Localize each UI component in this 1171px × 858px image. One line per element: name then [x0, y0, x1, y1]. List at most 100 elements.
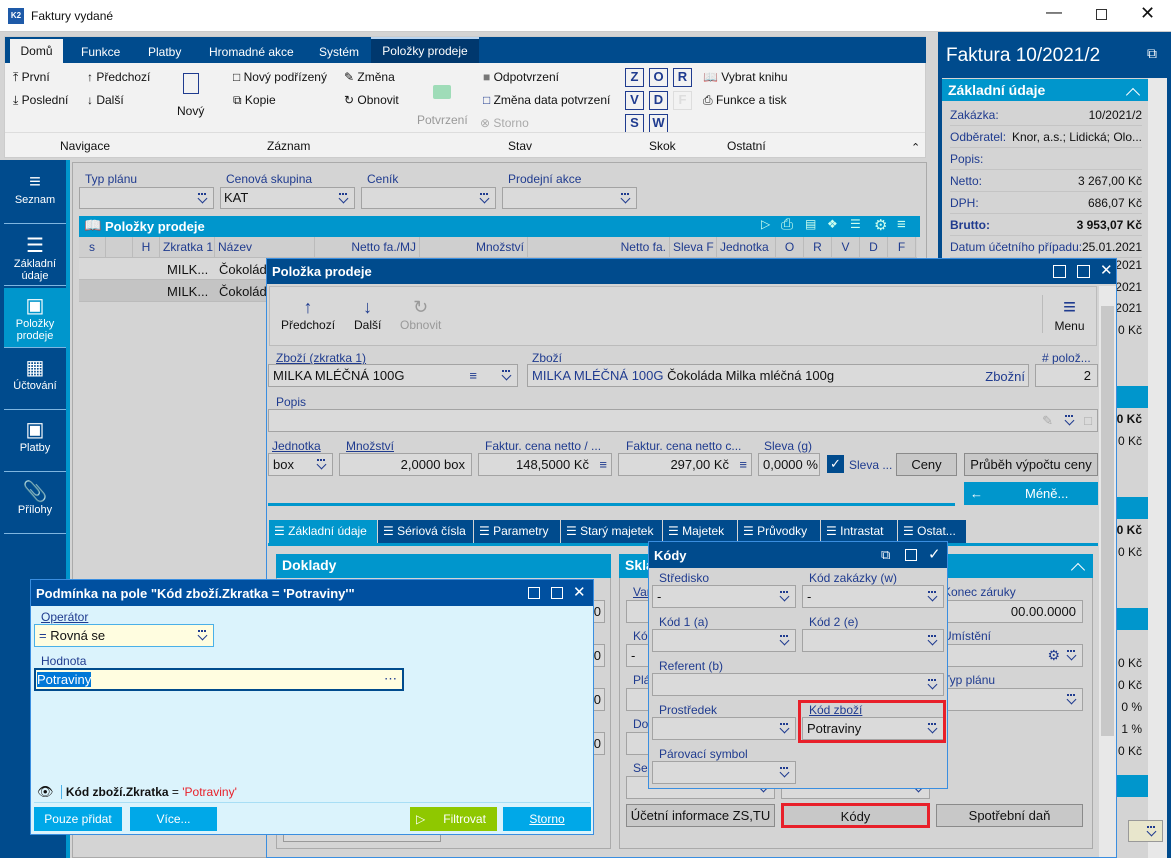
dropdown-icon[interactable]: [500, 370, 512, 382]
tab-5[interactable]: ☰ Průvodky: [738, 520, 820, 543]
typ-planu-input[interactable]: [936, 688, 1083, 711]
tab-7[interactable]: ☰ Ostat...: [898, 520, 966, 543]
dropdown-icon[interactable]: [778, 767, 790, 779]
next-record-button[interactable]: ↓ Další: [354, 297, 381, 332]
column-header[interactable]: Netto fa.: [528, 237, 670, 258]
kody-button[interactable]: Kódy: [781, 803, 930, 828]
column-header[interactable]: Množství: [420, 237, 528, 258]
dropdown-field[interactable]: [1128, 820, 1163, 842]
tab-funkce[interactable]: Funkce: [81, 45, 121, 59]
dropdown-icon[interactable]: [778, 723, 790, 735]
kody-field-input[interactable]: -: [802, 585, 944, 608]
dropdown-icon[interactable]: [926, 723, 938, 735]
dropdown-icon[interactable]: [1065, 694, 1077, 706]
dropdown-icon[interactable]: [778, 591, 790, 603]
sleva-checkbox[interactable]: ✓: [827, 455, 844, 473]
confirm-check-icon[interactable]: ✓: [928, 546, 941, 563]
change-confirm-date-button[interactable]: □ Změna data potvrzení: [483, 93, 610, 107]
more-button[interactable]: Více...: [130, 807, 217, 831]
zbozi-input[interactable]: MILKA MLÉČNÁ 100G Čokoláda Milka mléčná …: [527, 364, 1029, 387]
previous-button[interactable]: ↑ Předchozí: [87, 70, 150, 84]
unconfirm-button[interactable]: ■ Odpotvrzení: [483, 70, 559, 84]
kody-field-input[interactable]: Potraviny: [802, 717, 944, 740]
jump-key-2[interactable]: R: [673, 68, 692, 87]
konec-zaruky-input[interactable]: 00.00.0000: [936, 600, 1083, 623]
panel-scrollbar[interactable]: [1148, 78, 1167, 858]
refresh-button[interactable]: ↻ Obnovit: [344, 93, 399, 107]
umisteni-input[interactable]: ⚙: [936, 644, 1083, 667]
hodnota-input[interactable]: Potraviny ⋯: [34, 668, 404, 691]
dropdown-icon[interactable]: [1063, 415, 1075, 427]
tab-4[interactable]: ☰ Majetek: [663, 520, 737, 543]
jump-key-4[interactable]: D: [649, 91, 668, 110]
add-only-button[interactable]: Pouze přidat: [34, 807, 122, 831]
dropdown-icon[interactable]: [926, 591, 938, 603]
column-header[interactable]: D: [860, 237, 888, 258]
filter-input[interactable]: [361, 187, 496, 209]
sidebar-item-4[interactable]: ▣ Platby: [4, 412, 66, 472]
filter-button[interactable]: ▷ Filtrovat: [410, 807, 497, 831]
dropdown-icon[interactable]: [315, 459, 327, 471]
dropdown-icon[interactable]: [337, 193, 349, 205]
next-button[interactable]: ↓ Další: [87, 93, 124, 107]
tab-1[interactable]: ☰ Sériová čísla: [378, 520, 473, 543]
dropdown-icon[interactable]: [778, 635, 790, 647]
storno-button[interactable]: Storno: [503, 807, 591, 831]
columns-icon[interactable]: ☰: [850, 217, 861, 231]
tab-2[interactable]: ☰ Parametry: [474, 520, 560, 543]
cena-mj-input[interactable]: 148,5000 Kč ≡: [478, 453, 612, 476]
dropdown-icon[interactable]: [196, 630, 208, 642]
layers-icon[interactable]: ≡: [599, 457, 607, 472]
close-icon[interactable]: ✕: [573, 584, 586, 601]
layers-icon[interactable]: ≡: [469, 368, 477, 383]
print-icon[interactable]: ⎙: [781, 216, 794, 233]
sidebar-item-3[interactable]: ▦ Účtování: [4, 350, 66, 410]
jump-key-1[interactable]: O: [649, 68, 668, 87]
filter-input[interactable]: KAT: [220, 187, 355, 209]
zbozi-zkratka-input[interactable]: MILKA MLÉČNÁ 100G ≡: [268, 364, 518, 387]
cubes-icon[interactable]: ❖: [827, 217, 838, 231]
dock-icon[interactable]: [528, 587, 540, 599]
ceny-button[interactable]: Ceny: [896, 453, 957, 476]
new-button[interactable]: Nový: [177, 73, 204, 118]
column-header[interactable]: H: [133, 237, 160, 258]
kody-field-input[interactable]: [802, 629, 944, 652]
dropdown-icon[interactable]: [926, 679, 938, 691]
last-button[interactable]: ⤓ Poslední: [13, 93, 68, 108]
column-header[interactable]: Jednotka: [717, 237, 776, 258]
tab-system[interactable]: Systém: [319, 45, 360, 59]
run-icon[interactable]: ▷: [761, 217, 771, 231]
layers-icon[interactable]: ≡: [739, 457, 747, 472]
sidebar-item-5[interactable]: 📎 Přílohy: [4, 474, 66, 534]
jump-key-6[interactable]: S: [625, 114, 644, 133]
pencil-icon[interactable]: ✎: [1042, 413, 1053, 428]
select-book-button[interactable]: 📖 Vybrat knihu: [703, 70, 788, 84]
ucetni-informace-button[interactable]: Účetní informace ZS,TU: [626, 804, 775, 827]
more-icon[interactable]: ⋯: [384, 671, 397, 686]
tab-0[interactable]: ☰ Základní údaje: [269, 520, 377, 543]
collapse-ribbon-icon[interactable]: ⌃: [911, 142, 921, 154]
popout-icon[interactable]: ⧉: [881, 547, 891, 562]
kody-field-input[interactable]: -: [652, 585, 796, 608]
minimize-button[interactable]: —: [1046, 4, 1062, 21]
tab-polozky-prodeje[interactable]: Položky prodeje: [371, 37, 479, 63]
jednotka-input[interactable]: box: [268, 453, 333, 476]
dropdown-icon[interactable]: [926, 635, 938, 647]
edit-button[interactable]: ✎ Změna: [344, 70, 395, 84]
sleva-input[interactable]: 0,0000 %: [758, 453, 820, 476]
close-icon[interactable]: ✕: [1100, 262, 1113, 279]
kody-field-input[interactable]: [652, 629, 796, 652]
column-header[interactable]: V: [832, 237, 860, 258]
first-button[interactable]: ⤒ První: [13, 70, 50, 85]
filter-input[interactable]: [79, 187, 214, 209]
dock-icon[interactable]: [905, 549, 917, 561]
cena-celkem-input[interactable]: 297,00 Kč ≡: [618, 453, 752, 476]
scrollbar-thumb[interactable]: [1101, 306, 1114, 736]
column-header[interactable]: O: [776, 237, 804, 258]
menu-icon[interactable]: ≡: [897, 216, 906, 233]
column-header[interactable]: Název: [215, 237, 315, 258]
prubeh-vypoctu-button[interactable]: Průběh výpočtu ceny: [964, 453, 1098, 476]
sidebar-item-0[interactable]: ≡ Seznam: [4, 164, 66, 224]
menu-button[interactable]: ≡ Menu: [1042, 295, 1096, 333]
tab-hromadne-akce[interactable]: Hromadné akce: [209, 45, 294, 59]
